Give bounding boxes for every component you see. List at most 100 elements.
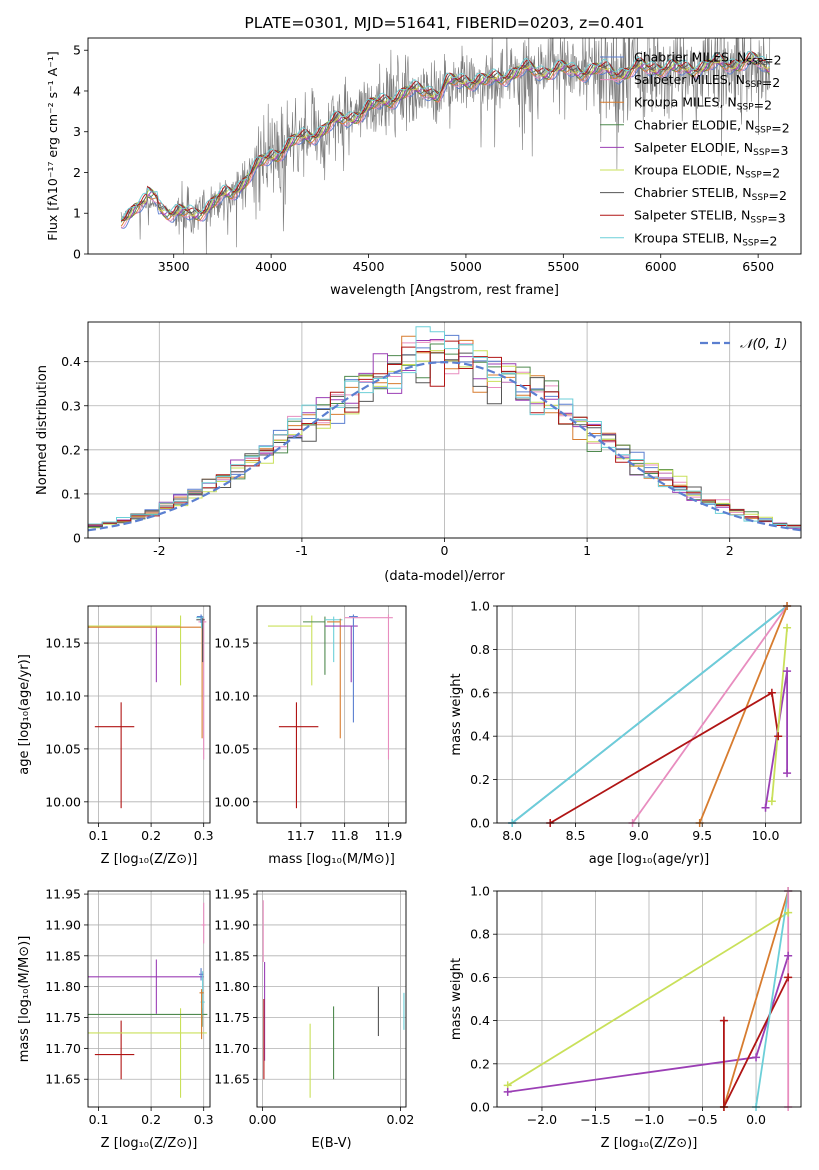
x-tick-label: 0.2 [141, 828, 161, 843]
x-tick-label: 0.1 [89, 1112, 109, 1127]
model-series-6 [120, 52, 770, 222]
x-tick-label: -1 [296, 543, 308, 558]
y-tick-label: 0.3 [61, 398, 81, 413]
y-tick-label: 11.80 [214, 979, 250, 994]
y-tick-label: 3 [73, 124, 81, 139]
legend-label-4: Salpeter ELODIE, NSSP=3 [634, 140, 788, 158]
x-axis-label: Z [log₁₀(Z/Z⊙)] [601, 1136, 698, 1151]
x-tick-label: -2 [153, 543, 165, 558]
weight-marker-1 [784, 951, 793, 960]
x-tick-label: 0.3 [194, 1112, 214, 1127]
x-tick-label: 2 [726, 543, 734, 558]
y-tick-label: 10.00 [214, 794, 250, 809]
y-tick-label: 11.75 [45, 1010, 81, 1025]
legend-label-7: Salpeter STELIB, NSSP=3 [634, 208, 786, 226]
axes-frame [496, 605, 802, 824]
axes-frame [87, 890, 211, 1108]
weight-marker-0 [784, 908, 793, 917]
weight-marker-4 [767, 688, 776, 697]
y-tick-label: 11.70 [45, 1041, 81, 1056]
y-tick-label: 10.00 [45, 794, 81, 809]
y-tick-label: 2 [73, 165, 81, 180]
y-tick-label: 0.1 [61, 486, 81, 501]
legend-label-gaussian: 𝒩(0, 1) [740, 337, 787, 352]
x-tick-label: 8.0 [502, 828, 522, 843]
plot-area-6 [262, 900, 405, 1098]
x-tick-label: 0.0 [746, 1112, 766, 1127]
chart-title: PLATE=0301, MJD=51641, FIBERID=0203, z=0… [244, 14, 644, 32]
axes-frame [496, 890, 802, 1108]
histogram-8 [88, 326, 801, 528]
x-tick-label: −2.0 [527, 1112, 557, 1127]
legend-label-2: Kroupa MILES, NSSP=2 [634, 95, 772, 113]
weight-series-6 [771, 627, 788, 802]
weight-series-4 [755, 891, 790, 1107]
axes-0: 3500 4000 4500 5000 5500 6000 6500 0 1 2 3 4 5 PLATE=… [45, 14, 802, 298]
axes-frame [87, 37, 802, 255]
legend-label-1: Salpeter MILES, NSSP=2 [634, 72, 780, 90]
y-axis-label: mass weight [449, 958, 464, 1040]
y-tick-label: 11.90 [214, 917, 250, 932]
axes-frame [256, 890, 407, 1108]
plot-area-1 [88, 326, 801, 532]
y-tick-label: 10.05 [45, 741, 81, 756]
legend-label-3: Chabrier ELODIE, NSSP=2 [634, 117, 790, 135]
legend-label-8: Kroupa STELIB, NSSP=2 [634, 230, 778, 248]
y-tick-label: 0.6 [470, 685, 490, 700]
y-tick-label: 0.0 [470, 1100, 490, 1115]
y-tick-label: 11.70 [214, 1041, 250, 1056]
x-tick-label: 11.9 [375, 828, 403, 843]
y-tick-label: 0.4 [61, 354, 81, 369]
y-tick-label: 1 [73, 206, 81, 221]
axes-frame [256, 605, 407, 824]
weight-marker-5 [783, 667, 792, 676]
y-tick-label: 11.85 [45, 948, 81, 963]
plot-area-0 [120, 38, 771, 254]
x-tick-label: 3500 [158, 259, 190, 274]
x-tick-label: 0.02 [387, 1112, 415, 1127]
x-axis-label: E(B-V) [311, 1136, 351, 1151]
axes-6: 0.00 0.02 11.65 11.70 11.75 11.80 11.85 11.90 11… [214, 887, 414, 1151]
x-tick-label: 10.0 [752, 828, 780, 843]
weight-marker-5 [783, 769, 792, 778]
y-tick-label: 10.05 [214, 741, 250, 756]
legend-label-0: Chabrier MILES, NSSP=2 [634, 50, 782, 68]
x-axis-label: Z [log₁₀(Z/Z⊙)] [101, 852, 198, 867]
y-tick-label: 5 [73, 43, 81, 58]
x-tick-label: 5000 [450, 259, 482, 274]
x-tick-label: 11.8 [331, 828, 359, 843]
x-tick-label: −0.5 [687, 1112, 717, 1127]
model-series-8 [120, 50, 770, 220]
x-tick-label: 4500 [353, 259, 385, 274]
x-axis-label: age [log₁₀(age/yr)] [589, 852, 710, 867]
y-tick-label: 1.0 [470, 884, 490, 899]
weight-marker-3 [784, 973, 793, 982]
y-tick-label: 10.10 [214, 688, 250, 703]
y-tick-label: 10.15 [214, 636, 250, 651]
y-tick-label: 0.4 [470, 1013, 490, 1028]
y-axis-label: Flux [fλ10⁻¹⁷ erg cm⁻² s⁻¹ A⁻¹] [45, 51, 60, 240]
x-tick-label: −1.5 [580, 1112, 610, 1127]
weight-marker-4 [774, 732, 783, 741]
y-tick-label: 11.80 [45, 979, 81, 994]
y-tick-label: 0.2 [470, 1056, 490, 1071]
y-tick-label: 11.90 [45, 917, 81, 932]
legend-label-5: Kroupa ELODIE, NSSP=2 [634, 163, 780, 181]
weight-series-3 [723, 976, 790, 1107]
y-tick-label: 11.65 [214, 1072, 250, 1087]
axes-2: 0.1 0.2 0.3 10.00 10.05 10.10 10.15 Z [log₁₀(Z/… [17, 605, 214, 867]
y-tick-label: 10.10 [45, 688, 81, 703]
y-axis-label: mass [log₁₀(M/M⊙)] [17, 936, 32, 1063]
plot-area-4 [511, 606, 788, 823]
y-tick-label: 11.95 [214, 887, 250, 902]
gaussian-curve [88, 360, 801, 532]
weight-series-2 [723, 891, 790, 1107]
y-tick-label: 11.95 [45, 887, 81, 902]
weight-series-5 [764, 670, 788, 808]
weight-series-1 [511, 606, 788, 823]
y-tick-label: 0.8 [470, 927, 490, 942]
x-tick-label: 5500 [547, 259, 579, 274]
axes-4: 8.0 8.5 9.0 9.5 10.0 0.0 0.2 0.4 0.6 0.8 1.0 age [l… [449, 599, 802, 867]
x-tick-label: 0 [441, 543, 449, 558]
